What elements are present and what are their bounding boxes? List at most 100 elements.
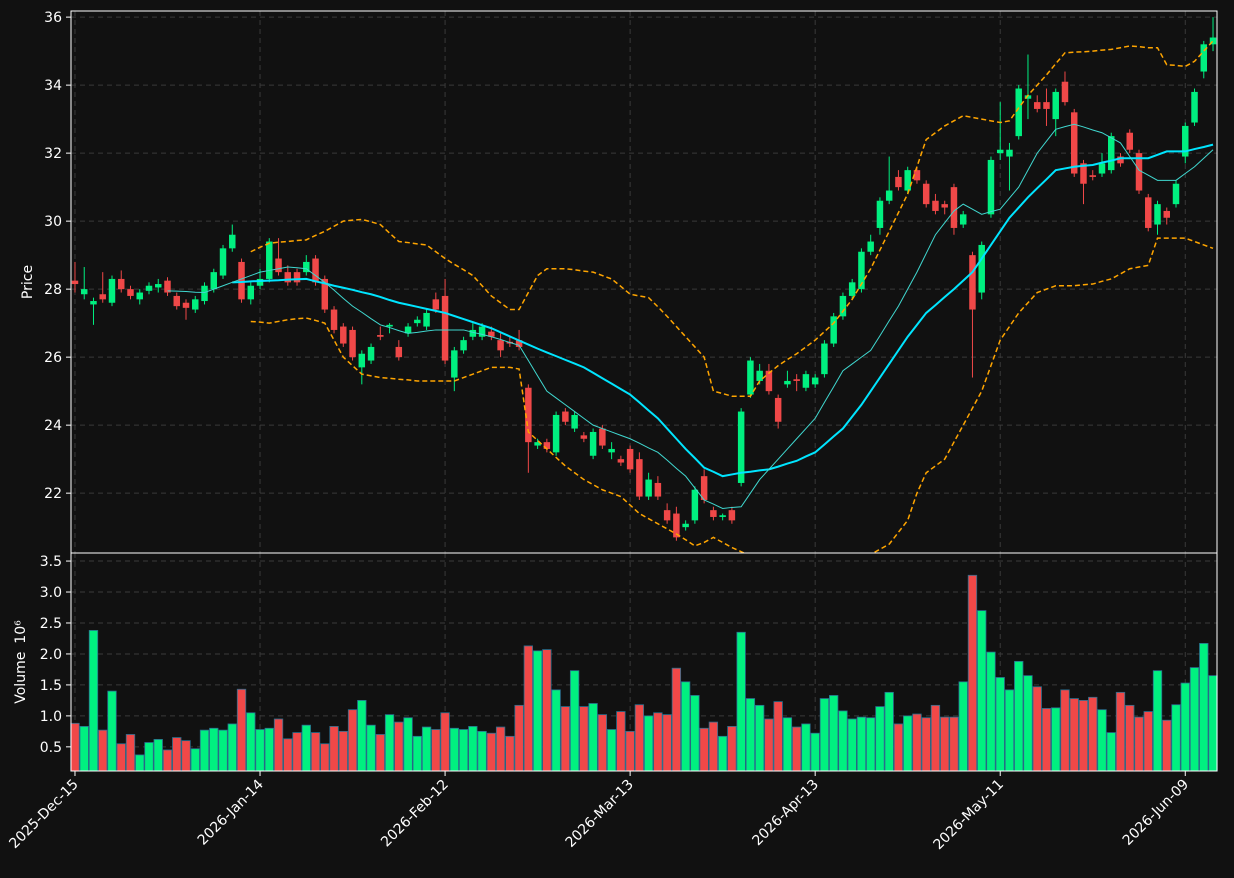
- moving-average: [167, 123, 1214, 509]
- volume-bar: [717, 735, 728, 772]
- candle-body: [1015, 88, 1022, 137]
- candle-body: [793, 379, 800, 381]
- volume-bar: [893, 723, 904, 772]
- candle-body: [673, 513, 680, 538]
- candle-body: [571, 414, 578, 429]
- volume-bar: [551, 689, 561, 772]
- volume-bar: [1088, 696, 1098, 772]
- volume-bar: [542, 649, 552, 772]
- candle-body: [349, 329, 356, 358]
- volume-bar: [292, 732, 302, 772]
- candle-body: [312, 258, 319, 283]
- volume-bar: [1115, 691, 1126, 772]
- volume-bar: [940, 716, 950, 772]
- y-tick-label: 3.0: [40, 585, 62, 601]
- candle-body: [848, 282, 856, 296]
- candles: [71, 17, 1217, 541]
- volume-bar: [634, 704, 645, 772]
- candle-body: [1172, 183, 1180, 205]
- volume-bar: [1014, 660, 1024, 772]
- volume-bar: [995, 677, 1005, 772]
- candle-body: [895, 176, 902, 188]
- candle-body: [173, 295, 180, 307]
- candle-body: [543, 442, 551, 449]
- y-tick-label: 2.0: [40, 647, 62, 663]
- candle-body: [182, 302, 190, 308]
- y-tick-label: 30: [44, 214, 62, 230]
- volume-bar: [357, 699, 367, 772]
- candle-body: [525, 387, 532, 443]
- volume-label: Volume: [13, 652, 29, 704]
- candle-body: [321, 278, 329, 310]
- candle-body: [867, 241, 874, 252]
- volume-bar: [495, 726, 506, 772]
- volume-bar: [486, 732, 496, 772]
- candle-body: [663, 510, 671, 521]
- volume-bar: [1069, 698, 1079, 772]
- candle-body: [118, 278, 125, 290]
- volume-bar: [810, 732, 820, 772]
- volume-bar: [958, 681, 968, 772]
- volume-bar: [135, 754, 145, 772]
- candle-body: [1080, 163, 1087, 184]
- volume-bar: [588, 703, 598, 772]
- volume-bar: [384, 714, 395, 772]
- candle-body: [1108, 136, 1115, 171]
- volume-bar: [273, 718, 284, 772]
- candle-body: [145, 285, 153, 291]
- volume-bar: [98, 729, 108, 772]
- candle-body: [969, 255, 976, 310]
- volume-bar: [347, 709, 358, 772]
- candle-body: [192, 299, 199, 310]
- candle-body: [1033, 102, 1041, 109]
- volume-bar: [949, 716, 959, 772]
- volume-bar: [653, 712, 663, 772]
- volume-bar: [1051, 707, 1061, 772]
- volume-bar: [421, 726, 432, 772]
- candle-body: [830, 316, 837, 344]
- volume-bar: [375, 734, 385, 772]
- y-tick-label: 0.5: [40, 740, 62, 756]
- moving-average: [232, 143, 1214, 478]
- volume-bar: [977, 610, 987, 772]
- volume-axis-label: Volume 10⁶: [13, 620, 29, 704]
- y-tick-label: 24: [44, 418, 62, 434]
- volume-bar: [1152, 670, 1163, 772]
- volume-bar: [88, 630, 99, 772]
- candle-body: [1117, 156, 1124, 164]
- candle-body: [404, 326, 412, 334]
- volume-bar: [671, 667, 682, 772]
- volume-bar: [745, 698, 756, 772]
- volume-bar: [394, 721, 404, 772]
- volume-bar: [764, 718, 774, 772]
- volume-bar: [847, 718, 857, 772]
- y-tick-label: 34: [44, 78, 62, 94]
- volume-bar: [560, 706, 571, 772]
- candle-body: [534, 442, 541, 446]
- candle-body: [719, 515, 726, 517]
- candle-body: [913, 170, 921, 181]
- volume-bar: [1208, 675, 1218, 772]
- candle-body: [1163, 210, 1170, 218]
- candle-body: [987, 159, 995, 215]
- volume-bar: [1134, 716, 1144, 772]
- candle-body: [210, 272, 218, 290]
- candle-body: [1182, 125, 1189, 157]
- candle-body: [414, 319, 421, 324]
- volume-bar: [782, 717, 793, 772]
- volume-bar: [458, 729, 469, 772]
- volume-bar: [875, 706, 885, 772]
- candle-body: [932, 200, 939, 211]
- volume-bar: [301, 724, 311, 772]
- candle-body: [774, 397, 782, 422]
- volume-bar: [1078, 699, 1089, 772]
- volume-bar: [579, 706, 589, 772]
- candle-body: [811, 377, 819, 385]
- y-tick-label: 36: [44, 10, 62, 26]
- volume-bar: [643, 715, 654, 772]
- volume-bar: [255, 729, 265, 772]
- candle-body: [858, 251, 865, 290]
- candle-body: [460, 340, 467, 351]
